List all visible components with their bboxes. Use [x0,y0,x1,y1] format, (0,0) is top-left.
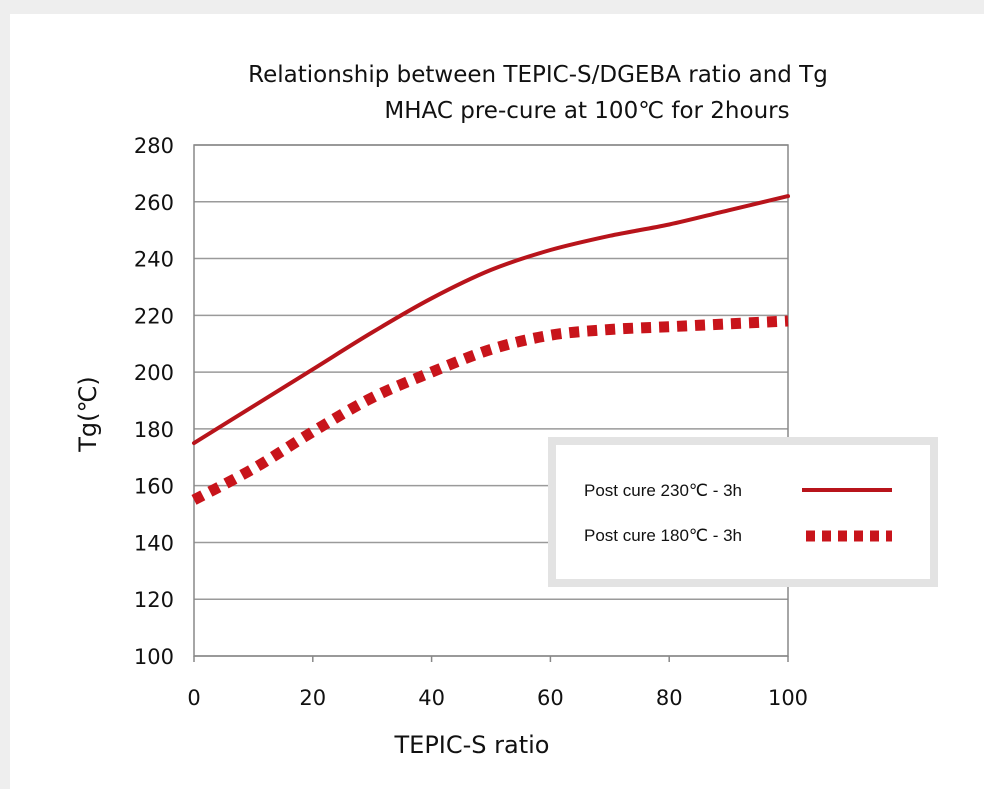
y-tick-label-120: 120 [134,588,174,612]
y-axis-label: Tg(℃) [74,376,102,453]
series-line-post-cure-230 [192,194,790,446]
x-tick-label-60: 60 [537,686,564,710]
y-tick-label-180: 180 [134,418,174,442]
x-tick-label-0: 0 [187,686,200,710]
plot-area-border [193,144,789,657]
x-tick-label-80: 80 [656,686,683,710]
y-tick-label-100: 100 [134,645,174,669]
legend: Post cure 230℃ - 3h Post cure 180℃ - 3h [548,437,938,587]
legend-label-solid: Post cure 230℃ - 3h [584,481,742,500]
chart-title: Relationship between TEPIC-S/DGEBA ratio… [248,62,828,88]
y-tick-label-280: 280 [134,134,174,158]
chart-background [10,14,984,789]
chart-subtitle: MHAC pre-cure at 100℃ for 2hours [384,98,789,124]
line-chart: Relationship between TEPIC-S/DGEBA ratio… [10,14,984,789]
y-tick-label-160: 160 [134,475,174,499]
series-line-post-cure-180 [191,315,789,505]
y-tick-label-140: 140 [134,531,174,555]
y-tick-label-260: 260 [134,191,174,215]
y-tick-label-220: 220 [134,304,174,328]
y-tick-label-200: 200 [134,361,174,385]
x-axis-label: TEPIC-S ratio [394,731,550,759]
x-tick-label-40: 40 [418,686,445,710]
y-tick-label-240: 240 [134,248,174,272]
legend-label-dotted: Post cure 180℃ - 3h [584,526,742,545]
legend-box [556,445,930,579]
series-layer [191,194,790,505]
x-tick-label-100: 100 [768,686,808,710]
y-tick-labels: 100 120 140 160 180 200 220 240 260 280 [134,134,174,669]
x-tick-labels: 0 20 40 60 80 100 [187,656,808,710]
chart-frame: Relationship between TEPIC-S/DGEBA ratio… [10,14,984,789]
x-tick-label-20: 20 [299,686,326,710]
